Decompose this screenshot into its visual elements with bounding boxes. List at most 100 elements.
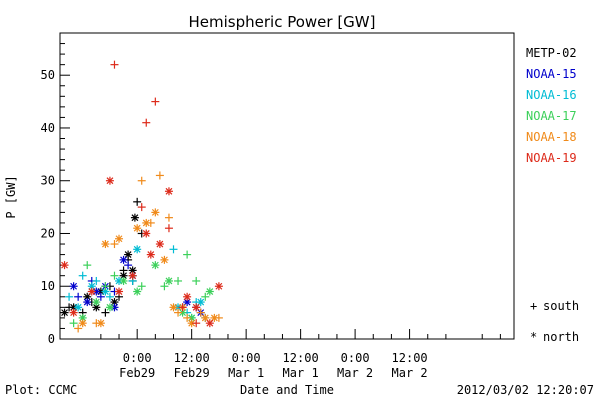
point-noaa-19-north	[214, 282, 223, 291]
point-noaa-17-north	[119, 276, 128, 285]
chart-title: Hemispheric Power [GW]	[189, 13, 376, 31]
point-noaa-19-north	[205, 319, 214, 328]
point-noaa-18-south	[164, 213, 173, 222]
x-tick-time-label: 0:00	[123, 351, 152, 365]
point-noaa-18-north	[96, 319, 105, 328]
point-noaa-17-north	[105, 303, 114, 312]
footer-timestamp: 2012/03/02 12:20:07	[457, 383, 594, 397]
point-noaa-17-south	[69, 319, 78, 328]
point-noaa-19-north	[60, 261, 69, 270]
marker-legend-north-label: north	[543, 330, 579, 344]
point-noaa-17-south	[183, 250, 192, 259]
point-noaa-18-north	[169, 303, 178, 312]
marker-legend-north-symbol: *	[530, 330, 537, 344]
point-noaa-15-north	[69, 282, 78, 291]
point-noaa-19-north	[142, 229, 151, 238]
x-tick-date-label: Mar 2	[337, 366, 373, 380]
point-noaa-16-north	[74, 303, 83, 312]
legend-entry: NOAA-17	[526, 109, 577, 123]
point-metp-02-north	[128, 266, 137, 275]
x-axis-label: Date and Time	[240, 383, 334, 397]
point-noaa-17-south	[160, 282, 169, 291]
point-noaa-18-south	[110, 240, 119, 249]
point-noaa-17-south	[101, 282, 110, 291]
point-noaa-17-south	[83, 261, 92, 270]
point-metp-02-south	[101, 308, 110, 317]
point-noaa-17-north	[133, 287, 142, 296]
point-metp-02-north	[110, 298, 119, 307]
y-tick-label: 20	[41, 226, 55, 240]
point-noaa-17-south	[192, 276, 201, 285]
point-noaa-18-north	[151, 208, 160, 217]
point-noaa-19-south	[110, 60, 119, 69]
point-noaa-19-north	[146, 250, 155, 259]
y-tick-label: 0	[48, 332, 55, 346]
point-noaa-15-north	[119, 255, 128, 264]
point-noaa-18-north	[101, 240, 110, 249]
y-tick-label: 40	[41, 121, 55, 135]
point-noaa-19-north	[87, 287, 96, 296]
point-noaa-17-north	[164, 276, 173, 285]
point-noaa-18-north	[142, 218, 151, 227]
point-noaa-17-south	[201, 292, 210, 301]
point-noaa-15-south	[96, 292, 105, 301]
x-tick-date-label: Feb29	[119, 366, 155, 380]
point-noaa-16-south	[92, 276, 101, 285]
point-noaa-17-south	[174, 276, 183, 285]
point-noaa-19-north	[192, 303, 201, 312]
point-noaa-17-north	[92, 298, 101, 307]
point-noaa-19-south	[151, 97, 160, 106]
point-noaa-18-north	[78, 319, 87, 328]
point-metp-02-north	[92, 303, 101, 312]
point-noaa-16-south	[78, 271, 87, 280]
point-noaa-19-north	[164, 187, 173, 196]
footer-plot-source: Plot: CCMC	[5, 383, 77, 397]
point-noaa-19-north	[155, 240, 164, 249]
point-noaa-19-north	[128, 271, 137, 280]
y-tick-label: 10	[41, 279, 55, 293]
point-noaa-18-north	[115, 234, 124, 243]
point-noaa-18-south	[174, 308, 183, 317]
point-noaa-19-south	[137, 203, 146, 212]
plot-frame	[59, 32, 515, 340]
point-noaa-17-south	[137, 282, 146, 291]
x-tick-time-label: 0:00	[232, 351, 261, 365]
point-noaa-18-south	[74, 324, 83, 333]
point-noaa-19-north	[115, 287, 124, 296]
point-noaa-15-north	[83, 298, 92, 307]
x-tick-time-label: 12:00	[283, 351, 319, 365]
point-noaa-18-north	[160, 255, 169, 264]
point-noaa-16-north	[133, 245, 142, 254]
point-noaa-18-south	[196, 308, 205, 317]
point-noaa-16-south	[105, 292, 114, 301]
point-noaa-15-south	[124, 261, 133, 270]
point-noaa-19-south	[142, 118, 151, 127]
y-tick-label: 50	[41, 68, 55, 82]
legend-entry: NOAA-19	[526, 151, 577, 165]
point-noaa-17-north	[151, 261, 160, 270]
legend-entry: NOAA-16	[526, 88, 577, 102]
point-noaa-19-north	[105, 176, 114, 185]
y-axis: 0 10 20 30 40 50	[41, 32, 70, 346]
x-tick-date-label: Feb29	[174, 366, 210, 380]
point-noaa-18-south	[183, 313, 192, 322]
y-tick-label: 30	[41, 174, 55, 188]
y-axis-label: P [GW]	[4, 175, 18, 218]
point-noaa-19-north	[69, 308, 78, 317]
point-noaa-16-south	[65, 292, 74, 301]
point-noaa-15-south	[74, 292, 83, 301]
marker-legend-south-label: south	[543, 299, 579, 313]
point-noaa-19-south	[178, 303, 187, 312]
point-noaa-19-north	[183, 292, 192, 301]
point-noaa-17-south	[110, 271, 119, 280]
x-tick-date-label: Mar 1	[283, 366, 319, 380]
x-tick-date-label: Mar 2	[392, 366, 428, 380]
point-metp-02-north	[60, 308, 69, 317]
x-tick-time-label: 12:00	[392, 351, 428, 365]
point-metp-02-north	[130, 213, 139, 222]
point-metp-02-south	[133, 197, 142, 206]
point-noaa-16-south	[169, 245, 178, 254]
legend: METP-02 NOAA-15 NOAA-16 NOAA-17 NOAA-18 NOAA-…	[526, 46, 577, 165]
